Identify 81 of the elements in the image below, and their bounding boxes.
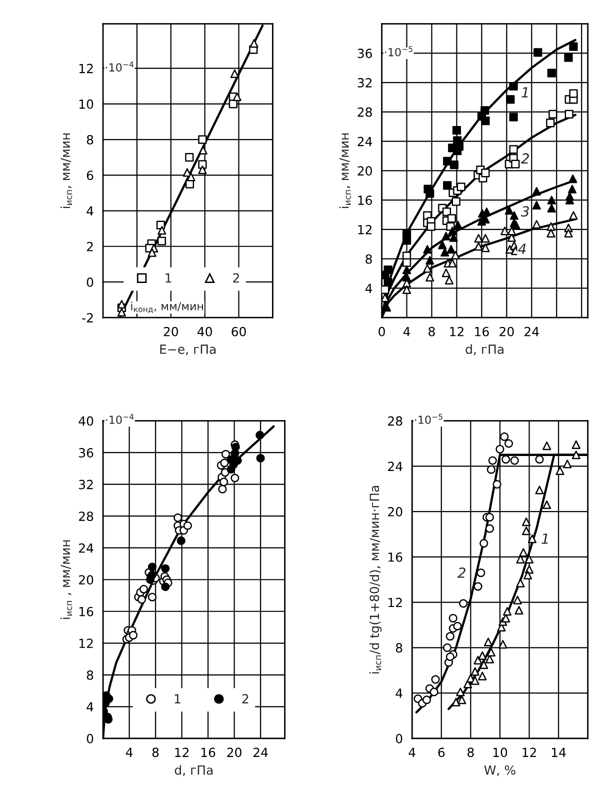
x-tick-label: 12 [175, 748, 188, 757]
annotation: ·10$^{−4}$ [106, 414, 134, 424]
y-axis-title: i$_{исп}$/d tg(1+80/d), мм/мин·гПа [369, 486, 382, 674]
y-tick-label: 40 [78, 416, 94, 426]
y-axis-title: i$_{исп}$ , мм/мин [60, 540, 72, 619]
y-tick-label: 4 [86, 702, 94, 712]
legend-label: 1 [166, 273, 172, 282]
y-tick-label: 8 [366, 254, 372, 264]
x-tick-label: 8 [152, 748, 159, 758]
annotation: ·10$^{−4}$ [106, 62, 134, 72]
x-tick-label: 16 [201, 748, 216, 758]
x-tick-label: 20 [227, 748, 242, 758]
x-tick-label: 4 [403, 327, 410, 336]
x-tick-label: 8 [428, 326, 435, 336]
x-axis-title: d, гПа [466, 344, 504, 356]
annotation: 2 [521, 153, 529, 164]
annotation: ·10$^{−5}$ [415, 414, 442, 424]
y-tick-label: 16 [388, 552, 402, 562]
y-tick-label: 24 [79, 543, 94, 553]
y-tick-label: 24 [358, 136, 372, 146]
y-tick-label: 28 [388, 416, 402, 426]
annotation: 1 [522, 87, 528, 98]
y-tick-label: 12 [388, 598, 402, 608]
y-tick-label: 10 [79, 99, 94, 109]
y-tick-label: 0 [86, 277, 94, 287]
y-tick-label: 20 [388, 507, 402, 516]
y-tick-label: 4 [86, 206, 94, 216]
x-axis-title: W, % [484, 765, 516, 776]
annotation: ·10$^{−5}$ [385, 46, 412, 56]
legend-label: 1 [174, 694, 180, 704]
y-tick-label: 16 [79, 606, 94, 616]
x-axis-title: d, гПа [174, 765, 213, 776]
y-tick-label: -2 [82, 313, 93, 322]
x-tick-label: 24 [524, 326, 539, 336]
y-tick-label: 24 [388, 462, 402, 471]
y-tick-label: 6 [86, 170, 94, 180]
y-tick-label: 36 [79, 448, 94, 458]
x-tick-label: 12 [450, 326, 464, 336]
annotation: 3 [520, 206, 529, 217]
x-tick-label: 60 [232, 326, 246, 336]
y-tick-label: 20 [79, 575, 94, 585]
x-tick-label: 40 [197, 326, 212, 336]
x-tick-label: 20 [500, 326, 514, 336]
legend-label: 2 [233, 273, 239, 282]
y-tick-label: 2 [86, 242, 93, 252]
annotation: 2 [458, 567, 466, 578]
legend-label: 2 [242, 694, 248, 704]
x-axis-title: E−e, гПа [160, 344, 216, 356]
y-tick-label: 36 [358, 48, 372, 58]
y-tick-label: 8 [86, 135, 94, 144]
y-tick-label: 16 [358, 196, 372, 206]
x-tick-label: 24 [254, 748, 268, 757]
x-tick-label: 0 [378, 326, 385, 336]
x-tick-label: 4 [126, 748, 133, 757]
y-tick-label: 32 [358, 78, 372, 88]
annotation: 4 [518, 244, 526, 254]
x-tick-label: 16 [475, 326, 489, 336]
y-tick-label: 12 [79, 64, 93, 74]
y-axis-title: i$_{исп}$, мм/мин [339, 133, 351, 208]
y-tick-label: 28 [79, 512, 94, 522]
y-tick-label: 8 [86, 670, 94, 680]
y-tick-label: 28 [358, 107, 372, 117]
x-tick-label: 8 [468, 748, 474, 758]
y-tick-label: 32 [79, 480, 93, 490]
y-tick-label: 20 [358, 166, 372, 176]
x-tick-label: 10 [493, 748, 508, 758]
annotation: 1 [542, 534, 548, 544]
x-tick-label: 6 [438, 748, 445, 758]
y-tick-label: 8 [396, 643, 402, 653]
y-tick-label: 4 [365, 284, 372, 293]
x-tick-label: 4 [408, 748, 416, 757]
x-tick-label: 14 [552, 748, 566, 757]
x-tick-label: 20 [164, 326, 178, 336]
y-tick-label: 12 [79, 638, 93, 648]
y-tick-label: 0 [396, 734, 402, 744]
annotation: i$_{конд}$, мм/мин [131, 302, 204, 314]
y-tick-label: 4 [396, 688, 402, 698]
y-axis-title: i$_{исп}$, мм/мин [60, 133, 72, 208]
x-tick-label: 12 [522, 748, 536, 757]
y-tick-label: 0 [86, 734, 94, 744]
y-tick-label: 12 [358, 224, 372, 234]
